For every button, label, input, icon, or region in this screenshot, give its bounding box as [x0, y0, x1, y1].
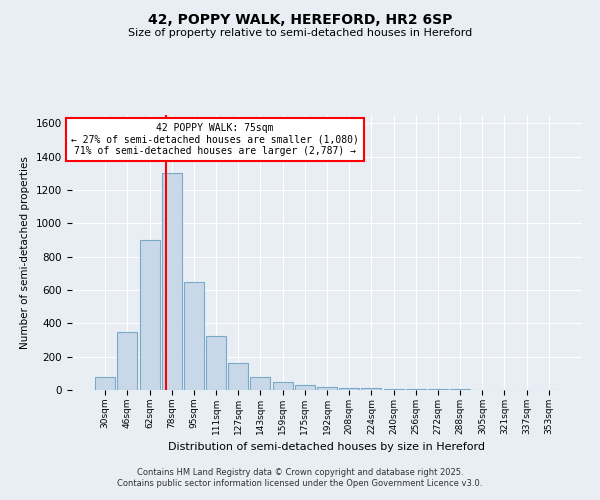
Text: 42 POPPY WALK: 75sqm
← 27% of semi-detached houses are smaller (1,080)
71% of se: 42 POPPY WALK: 75sqm ← 27% of semi-detac…	[71, 123, 359, 156]
X-axis label: Distribution of semi-detached houses by size in Hereford: Distribution of semi-detached houses by …	[169, 442, 485, 452]
Bar	[162, 174, 182, 390]
Bar	[406, 389, 426, 390]
Bar	[184, 282, 204, 390]
Bar	[250, 376, 271, 390]
Bar	[95, 376, 115, 390]
Bar	[206, 336, 226, 390]
Bar	[383, 389, 404, 390]
Text: Size of property relative to semi-detached houses in Hereford: Size of property relative to semi-detach…	[128, 28, 472, 38]
Y-axis label: Number of semi-detached properties: Number of semi-detached properties	[20, 156, 31, 349]
Bar	[339, 388, 359, 390]
Bar	[428, 389, 448, 390]
Bar	[317, 386, 337, 390]
Bar	[228, 364, 248, 390]
Bar	[295, 385, 315, 390]
Text: Contains HM Land Registry data © Crown copyright and database right 2025.
Contai: Contains HM Land Registry data © Crown c…	[118, 468, 482, 487]
Bar	[140, 240, 160, 390]
Bar	[361, 388, 382, 390]
Bar	[272, 382, 293, 390]
Bar	[118, 332, 137, 390]
Text: 42, POPPY WALK, HEREFORD, HR2 6SP: 42, POPPY WALK, HEREFORD, HR2 6SP	[148, 12, 452, 26]
